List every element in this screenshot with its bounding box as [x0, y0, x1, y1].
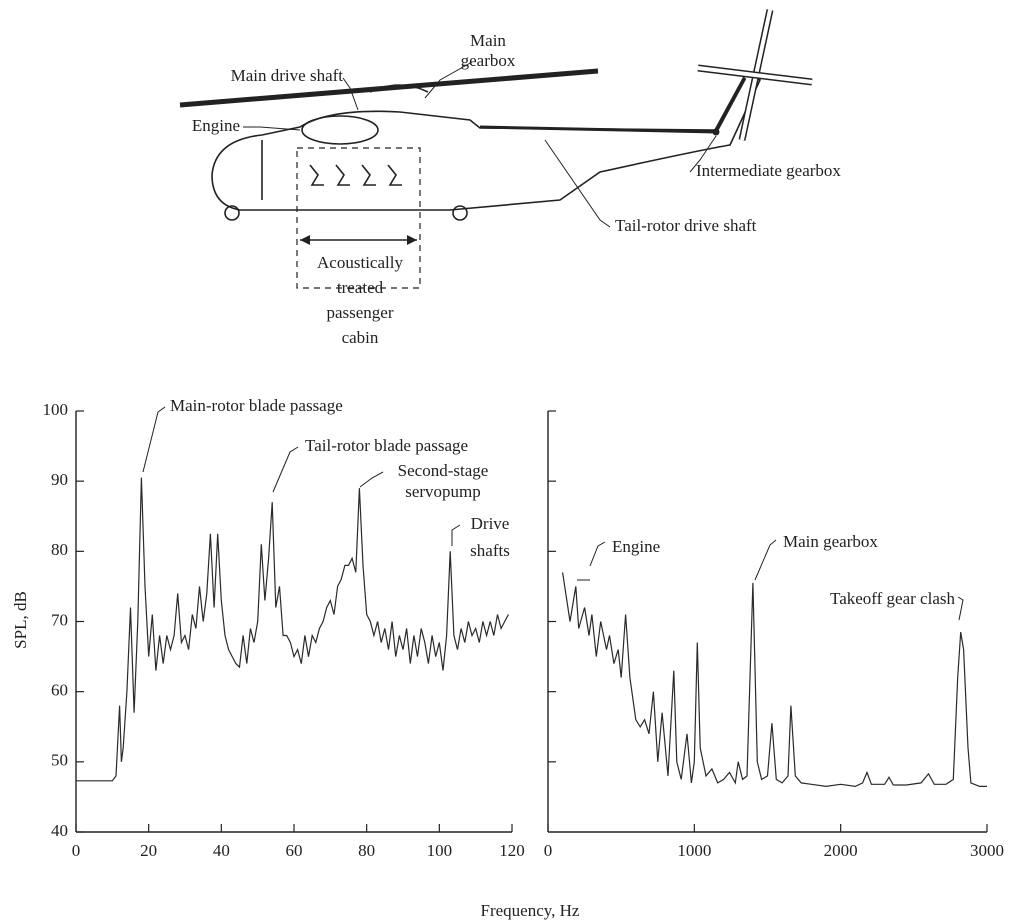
annotation-leader — [577, 541, 606, 581]
annotation: servopump — [405, 482, 481, 501]
y-tick-label: 90 — [51, 470, 68, 489]
y-tick-label: 60 — [51, 681, 68, 700]
x-tick-label: 80 — [358, 841, 375, 860]
y-tick-label: 50 — [51, 751, 68, 770]
x-tick-label: 1000 — [677, 841, 711, 860]
annotation-leader — [359, 471, 384, 488]
y-tick-label: 80 — [51, 540, 68, 559]
diagram-label: Main — [470, 31, 506, 50]
x-tick-label: 3000 — [970, 841, 1004, 860]
x-tick-label: 20 — [140, 841, 157, 860]
x-tick-label: 100 — [427, 841, 453, 860]
annotation-leader — [754, 539, 777, 581]
x-axis-label: Frequency, Hz — [481, 901, 580, 920]
annotation: Engine — [612, 537, 660, 556]
annotation: Main-rotor blade passage — [170, 396, 343, 415]
y-tick-label: 70 — [51, 610, 68, 629]
y-tick-label: 40 — [51, 821, 68, 840]
annotation-leader — [142, 406, 166, 473]
diagram-label: Main drive shaft — [231, 66, 344, 85]
diagram-label: Acoustically — [317, 253, 403, 272]
x-tick-label: 2000 — [824, 841, 858, 860]
x-tick-label: 120 — [499, 841, 525, 860]
y-tick-label: 100 — [43, 400, 69, 419]
x-tick-label: 0 — [72, 841, 81, 860]
helicopter-drawing — [179, 9, 813, 289]
annotation: Takeoff gear clash — [830, 589, 955, 608]
annotation: Drive — [471, 514, 510, 533]
spectrum-line — [76, 477, 509, 782]
annotation-leader — [272, 446, 299, 493]
diagram-label: cabin — [342, 328, 379, 347]
x-tick-label: 60 — [286, 841, 303, 860]
x-tick-label: 40 — [213, 841, 230, 860]
annotation: Second-stage — [398, 461, 489, 480]
diagram-label: treated — [337, 278, 384, 297]
diagram-label: passenger — [326, 303, 393, 322]
annotation: Main gearbox — [783, 532, 878, 551]
diagram-label: Engine — [192, 116, 240, 135]
annotation: Tail-rotor blade passage — [305, 436, 468, 455]
annotation-leader — [957, 596, 964, 621]
annotation: shafts — [470, 541, 510, 560]
diagram-label: gearbox — [461, 51, 516, 70]
diagram-label: Intermediate gearbox — [696, 161, 841, 180]
spectrum-line — [562, 572, 987, 788]
diagram-label: Tail-rotor drive shaft — [615, 216, 757, 235]
annotation-leader — [451, 524, 461, 546]
x-tick-label: 0 — [544, 841, 553, 860]
y-axis-label: SPL, dB — [11, 591, 30, 649]
